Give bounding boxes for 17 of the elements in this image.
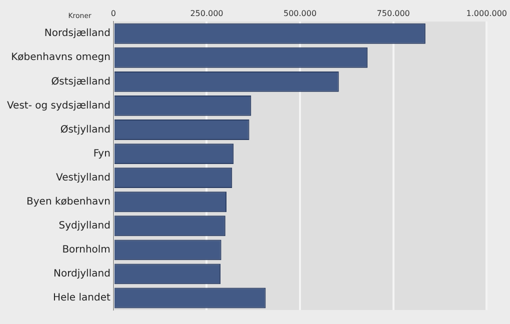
y-tick-label: Vestjylland [56, 172, 110, 184]
x-tick-label: 1.000.000 [466, 8, 507, 18]
y-tick-label: Fyn [93, 148, 110, 160]
y-tick-label: Vest- og sydsjælland [6, 100, 110, 112]
y-tick-label: Byen københavn [26, 196, 110, 208]
y-tick-label: Nordjylland [53, 268, 110, 280]
x-tick-label: 500.000 [283, 8, 317, 18]
x-tick-label: 250.000 [190, 8, 224, 18]
y-tick-label: Bornholm [62, 244, 110, 256]
y-tick-label: Østjylland [60, 124, 110, 136]
y-tick-label: Københavns omegn [11, 52, 110, 64]
x-tick-label: 750.000 [376, 8, 410, 18]
y-tick-label: Sydjylland [58, 220, 110, 232]
y-tick-label: Nordsjælland [44, 28, 110, 40]
y-tick-label: Østsjælland [51, 76, 110, 88]
y-tick-label: Hele landet [52, 292, 111, 304]
x-tick-label: 0 [110, 8, 116, 18]
